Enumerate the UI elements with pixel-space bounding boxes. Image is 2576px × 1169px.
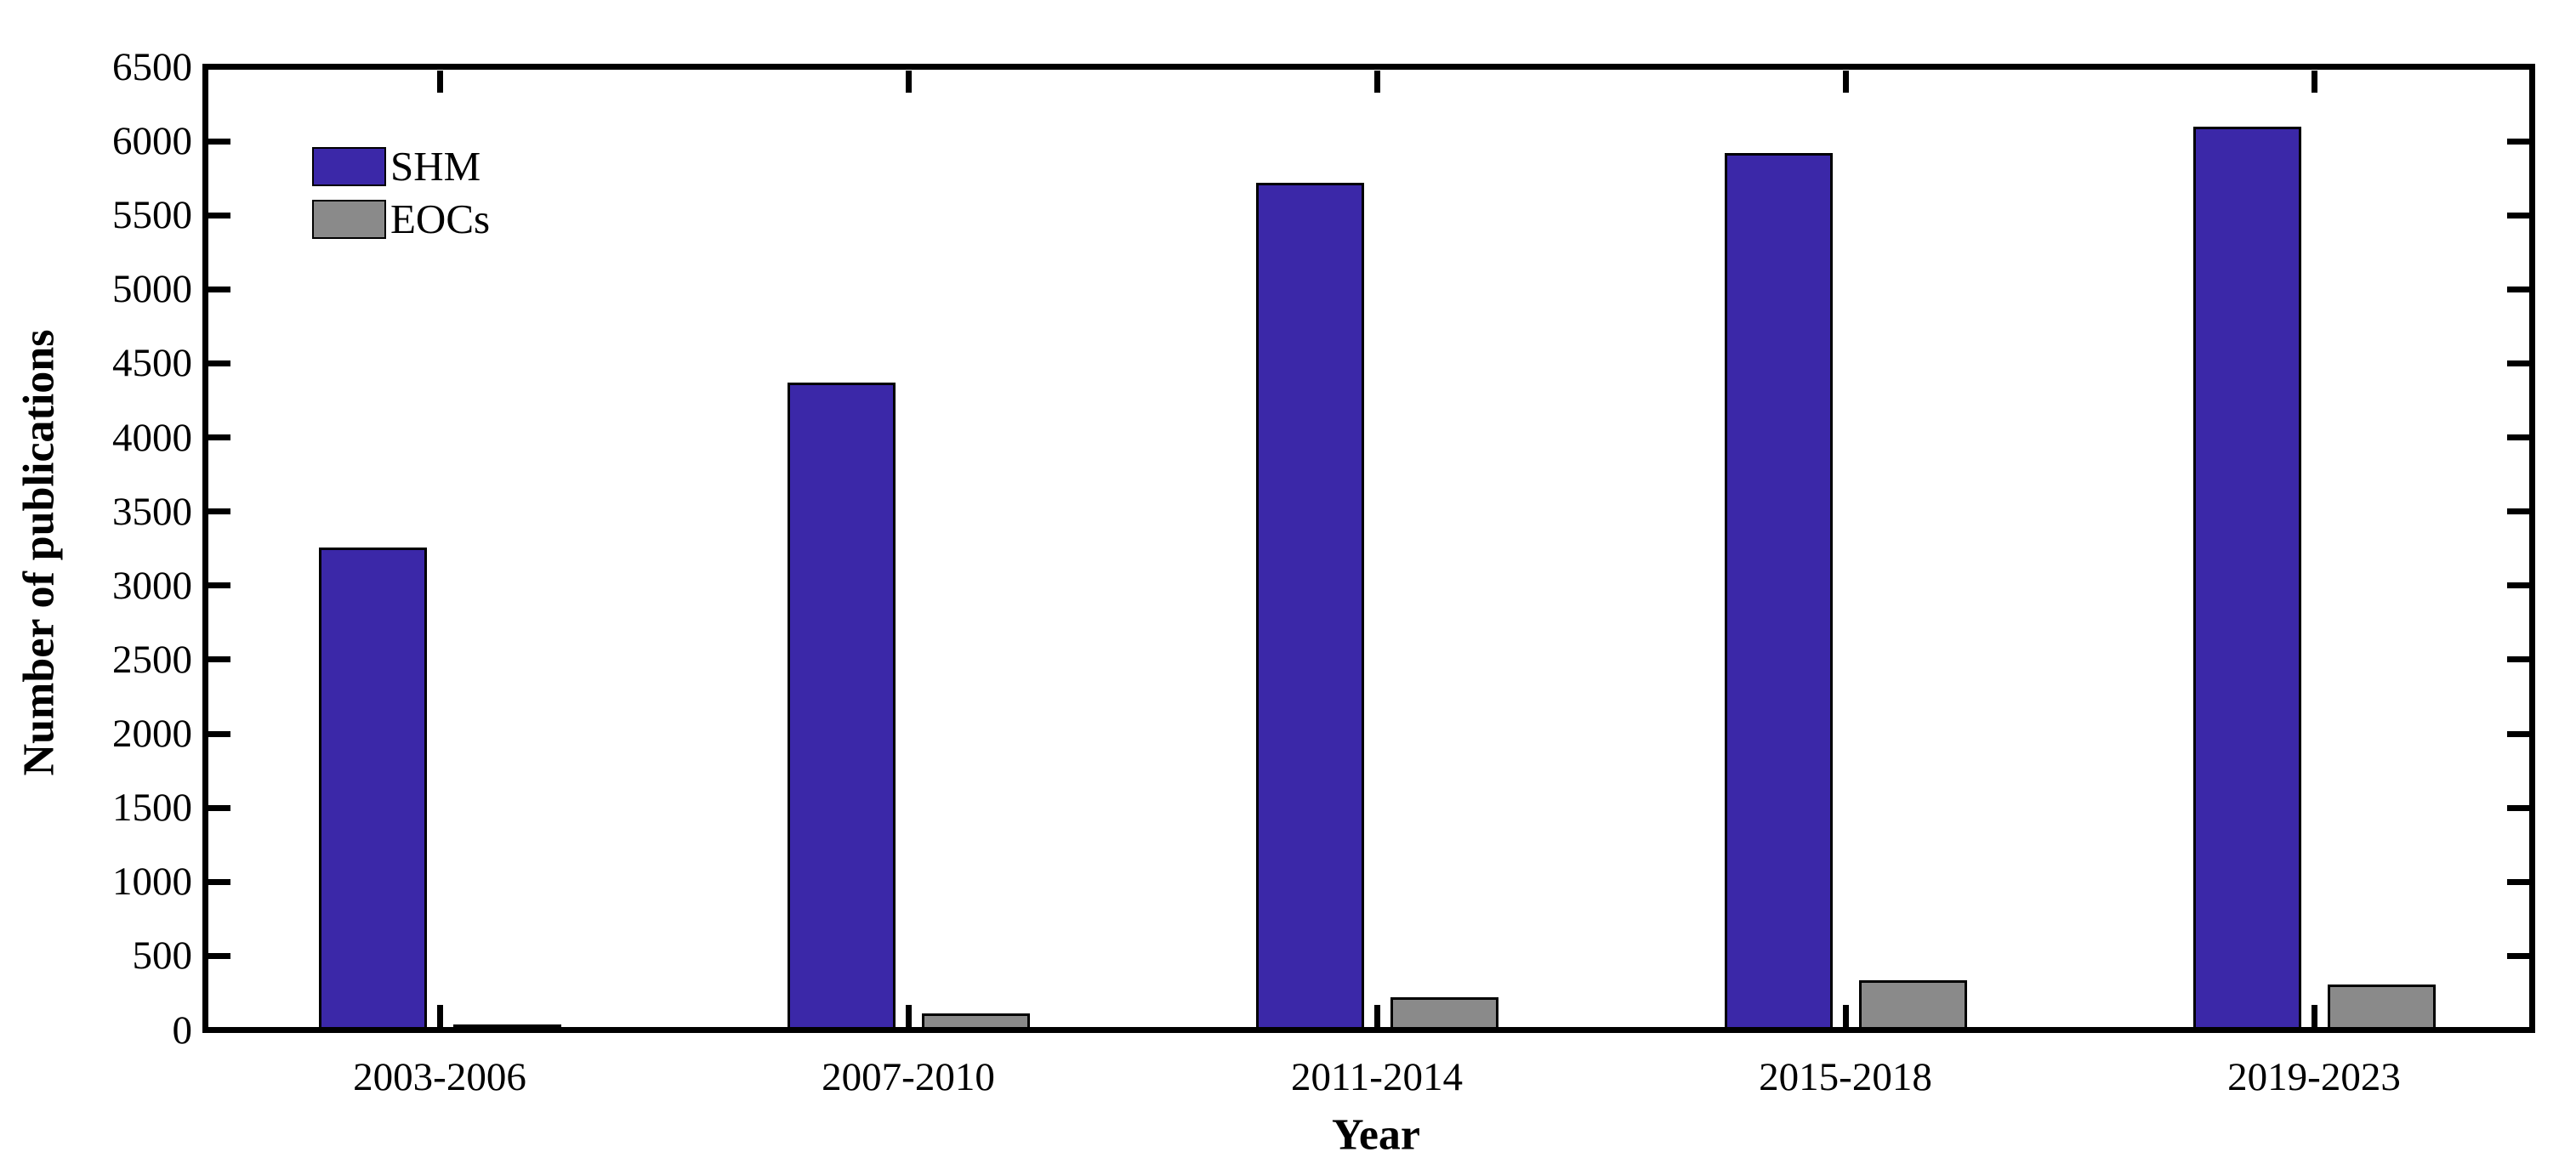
- x-tick-bottom-2007-2010: [905, 1005, 912, 1027]
- y-tick-label-0: 0: [172, 1007, 193, 1053]
- y-tick-label-6000: 6000: [112, 119, 192, 164]
- y-tick-left-4500: [208, 360, 230, 366]
- y-tick-right-4500: [2506, 360, 2529, 366]
- x-axis-title: Year: [1332, 1110, 1420, 1160]
- y-tick-left-5000: [208, 286, 230, 292]
- y-tick-right-2500: [2506, 656, 2529, 663]
- y-tick-label-4500: 4500: [112, 341, 192, 386]
- legend-label-eocs: EOCs: [390, 196, 491, 242]
- y-tick-left-6000: [208, 138, 230, 145]
- x-tick-label-2007-2010: 2007-2010: [822, 1055, 995, 1099]
- y-tick-label-500: 500: [132, 933, 193, 979]
- plot-area: [202, 64, 2535, 1033]
- legend-item-eocs: EOCs: [312, 198, 490, 240]
- legend-swatch-shm: [312, 146, 386, 186]
- bar-shm-2011-2014: [1255, 182, 1364, 1030]
- y-tick-label-2500: 2500: [112, 637, 192, 682]
- y-tick-right-3000: [2506, 582, 2529, 589]
- y-tick-right-4000: [2506, 434, 2529, 441]
- bar-eocs-2015-2018: [1858, 980, 1967, 1030]
- y-tick-left-3000: [208, 582, 230, 589]
- legend-label-shm: SHM: [390, 143, 481, 190]
- legend-item-shm: SHM: [312, 145, 490, 187]
- y-tick-left-1500: [208, 804, 230, 811]
- y-tick-right-1500: [2506, 804, 2529, 811]
- y-tick-label-5000: 5000: [112, 267, 192, 312]
- y-tick-label-1500: 1500: [112, 786, 192, 831]
- y-tick-right-6000: [2506, 138, 2529, 145]
- y-tick-right-5000: [2506, 286, 2529, 292]
- bar-shm-2007-2010: [787, 383, 896, 1030]
- bar-eocs-2011-2014: [1390, 997, 1498, 1030]
- y-tick-label-3000: 3000: [112, 563, 192, 608]
- x-tick-bottom-2011-2014: [1373, 1005, 1380, 1027]
- bar-eocs-2007-2010: [921, 1013, 1030, 1030]
- legend-swatch-eocs: [312, 199, 386, 239]
- x-tick-top-2007-2010: [905, 70, 912, 93]
- y-tick-left-2000: [208, 730, 230, 737]
- x-tick-top-2003-2006: [436, 70, 443, 93]
- y-tick-right-5500: [2506, 212, 2529, 218]
- y-tick-left-2500: [208, 656, 230, 663]
- y-tick-right-3500: [2506, 508, 2529, 515]
- x-tick-label-2011-2014: 2011-2014: [1291, 1055, 1463, 1099]
- x-tick-label-2003-2006: 2003-2006: [353, 1055, 526, 1099]
- y-tick-right-500: [2506, 952, 2529, 959]
- x-tick-bottom-2003-2006: [436, 1005, 443, 1027]
- bar-eocs-2003-2006: [452, 1024, 561, 1030]
- x-tick-top-2011-2014: [1373, 70, 1380, 93]
- y-tick-label-3500: 3500: [112, 489, 192, 534]
- x-tick-label-2019-2023: 2019-2023: [2227, 1055, 2401, 1099]
- x-tick-bottom-2015-2018: [1842, 1005, 1849, 1027]
- y-tick-label-2000: 2000: [112, 712, 192, 757]
- bar-shm-2003-2006: [318, 548, 427, 1030]
- x-tick-bottom-2019-2023: [2311, 1005, 2317, 1027]
- legend: SHM EOCs: [312, 145, 490, 251]
- y-tick-right-1000: [2506, 878, 2529, 885]
- bar-eocs-2019-2023: [2327, 985, 2436, 1030]
- y-tick-label-6500: 6500: [112, 45, 192, 89]
- y-tick-left-3500: [208, 508, 230, 515]
- y-tick-left-1000: [208, 878, 230, 885]
- y-axis-title: Number of publications: [14, 329, 64, 776]
- y-tick-right-2000: [2506, 730, 2529, 737]
- y-tick-label-4000: 4000: [112, 415, 192, 460]
- bar-shm-2015-2018: [1724, 153, 1833, 1030]
- y-tick-left-500: [208, 952, 230, 959]
- y-tick-left-5500: [208, 212, 230, 218]
- y-tick-label-5500: 5500: [112, 193, 192, 238]
- x-tick-top-2015-2018: [1842, 70, 1849, 93]
- x-tick-top-2019-2023: [2311, 70, 2317, 93]
- bar-shm-2019-2023: [2192, 126, 2301, 1030]
- x-tick-label-2015-2018: 2015-2018: [1759, 1055, 1932, 1099]
- y-tick-left-4000: [208, 434, 230, 441]
- y-tick-label-1000: 1000: [112, 860, 192, 905]
